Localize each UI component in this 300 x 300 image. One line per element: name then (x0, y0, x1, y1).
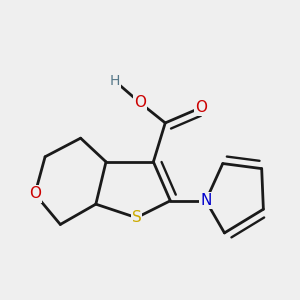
Text: H: H (109, 74, 120, 88)
Text: O: O (134, 95, 146, 110)
Text: N: N (200, 193, 212, 208)
Text: O: O (29, 187, 41, 202)
Text: O: O (195, 100, 207, 115)
Text: S: S (132, 210, 141, 225)
